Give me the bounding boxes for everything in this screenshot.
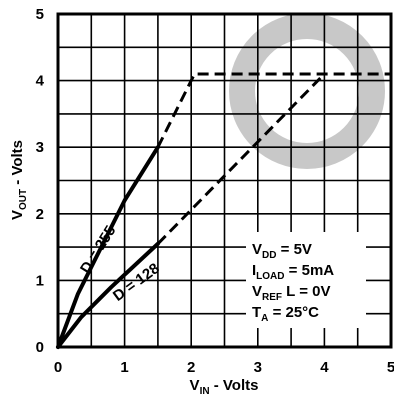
y-tick-label: 0	[36, 339, 44, 356]
y-tick-label: 1	[36, 272, 44, 289]
x-tick-label: 3	[254, 359, 262, 376]
x-tick-label: 5	[387, 359, 394, 376]
conditions-annotation: VDD = 5V ILOAD = 5mA VREF L = 0V TA = 25…	[252, 241, 334, 324]
condition-ta: TA = 25°C	[252, 304, 319, 324]
x-axis-label: VIN - Volts	[190, 377, 259, 397]
series-group	[56, 72, 391, 349]
series-line-d128-dashed	[156, 72, 326, 245]
x-tick-label: 1	[120, 359, 128, 376]
x-tick-label: 4	[320, 359, 329, 376]
y-tick-label: 4	[36, 73, 45, 90]
tick-labels: 0 1 2 3 4 5 0 1 2 3 4 5	[36, 6, 394, 376]
x-tick-label: 0	[54, 359, 62, 376]
series-line-d255-solid	[56, 145, 160, 349]
condition-vref: VREF L = 0V	[252, 283, 331, 303]
series-label-d255: D = 255	[77, 223, 119, 277]
y-tick-label: 2	[36, 206, 44, 223]
x-tick-label: 2	[187, 359, 195, 376]
condition-vdd: VDD = 5V	[252, 241, 312, 261]
y-tick-label: 5	[36, 6, 44, 23]
series-line-d128-solid	[56, 241, 160, 349]
condition-iload: ILOAD = 5mA	[252, 262, 334, 282]
series-line-d255-dashed	[156, 72, 391, 148]
y-axis-label: VOUT - Volts	[9, 140, 29, 220]
plot-frame	[56, 12, 393, 349]
watermark-circle	[229, 13, 385, 169]
y-tick-label: 3	[36, 139, 44, 156]
conditions-box-bg	[246, 232, 366, 328]
